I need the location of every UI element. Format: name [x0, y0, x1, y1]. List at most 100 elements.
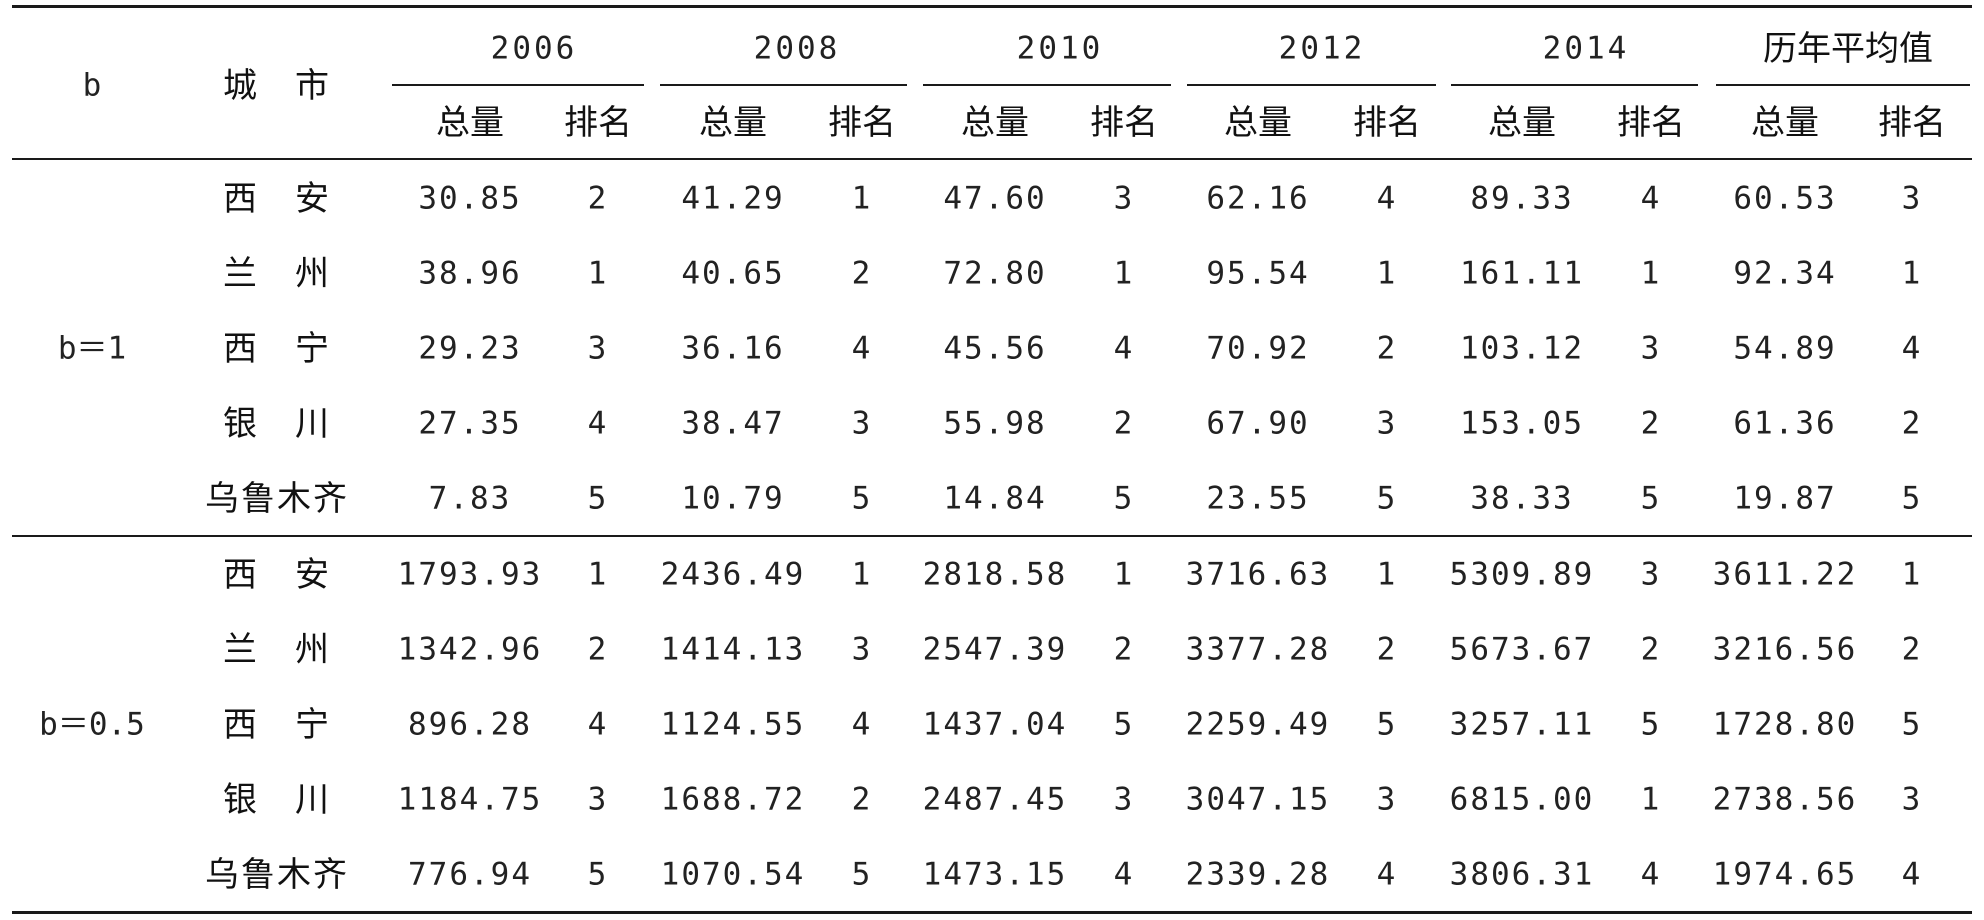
rank-cell: 4 — [1640, 856, 1662, 893]
total-cell: 61.36 — [1733, 405, 1837, 442]
rank-cell: 4 — [1113, 856, 1135, 893]
total-cell: 29.23 — [418, 330, 522, 367]
total-cell: 27.35 — [418, 405, 522, 442]
row-city: 西 安 — [223, 179, 331, 219]
total-cell: 3377.28 — [1185, 631, 1331, 668]
header-rank-label: 排名 — [1878, 103, 1946, 143]
total-cell: 1070.54 — [660, 856, 806, 893]
rank-cell: 4 — [587, 405, 609, 442]
header-rank-label: 排名 — [564, 103, 632, 143]
total-cell: 5673.67 — [1449, 631, 1595, 668]
row-city: 西 安 — [223, 555, 331, 595]
header-year: 2006 — [490, 30, 578, 67]
rank-cell: 1 — [1901, 255, 1923, 292]
rank-cell: 2 — [851, 255, 873, 292]
rank-cell: 5 — [851, 856, 873, 893]
rank-cell: 2 — [1376, 330, 1398, 367]
rank-cell: 1 — [851, 556, 873, 593]
total-cell: 70.92 — [1206, 330, 1310, 367]
total-cell: 10.79 — [681, 480, 785, 517]
row-city: 兰 州 — [223, 254, 331, 294]
total-cell: 38.96 — [418, 255, 522, 292]
rank-cell: 5 — [1376, 706, 1398, 743]
total-cell: 1184.75 — [397, 781, 543, 818]
total-cell: 60.53 — [1733, 180, 1837, 217]
total-cell: 45.56 — [943, 330, 1047, 367]
rank-cell: 2 — [1113, 631, 1135, 668]
table-rule — [923, 84, 1171, 86]
rank-cell: 1 — [1901, 556, 1923, 593]
rank-cell: 3 — [851, 405, 873, 442]
rank-cell: 1 — [587, 556, 609, 593]
header-total-label: 总量 — [1488, 103, 1556, 143]
header-rank-label: 排名 — [828, 103, 896, 143]
total-cell: 2547.39 — [922, 631, 1068, 668]
table-rule — [12, 535, 1972, 537]
total-cell: 55.98 — [943, 405, 1047, 442]
rank-cell: 1 — [1376, 255, 1398, 292]
table-rule — [12, 158, 1972, 160]
header-year: 2012 — [1278, 30, 1366, 67]
total-cell: 103.12 — [1460, 330, 1584, 367]
rank-cell: 1 — [587, 255, 609, 292]
rank-cell: 4 — [1376, 856, 1398, 893]
total-cell: 38.47 — [681, 405, 785, 442]
rank-cell: 5 — [1113, 706, 1135, 743]
header-year: 2014 — [1542, 30, 1630, 67]
total-cell: 3716.63 — [1185, 556, 1331, 593]
total-cell: 1728.80 — [1712, 706, 1858, 743]
rank-cell: 2 — [1113, 405, 1135, 442]
total-cell: 7.83 — [428, 480, 512, 517]
rank-cell: 2 — [587, 180, 609, 217]
rank-cell: 1 — [1640, 255, 1662, 292]
total-cell: 3216.56 — [1712, 631, 1858, 668]
total-cell: 2738.56 — [1712, 781, 1858, 818]
total-cell: 1124.55 — [660, 706, 806, 743]
rank-cell: 3 — [587, 781, 609, 818]
total-cell: 72.80 — [943, 255, 1047, 292]
total-cell: 92.34 — [1733, 255, 1837, 292]
row-city: 乌鲁木齐 — [205, 855, 349, 895]
total-cell: 2487.45 — [922, 781, 1068, 818]
header-total-label: 总量 — [699, 103, 767, 143]
total-cell: 2339.28 — [1185, 856, 1331, 893]
header-year: 历年平均值 — [1763, 29, 1933, 69]
header-total-label: 总量 — [436, 103, 504, 143]
total-cell: 2436.49 — [660, 556, 806, 593]
header-rank-label: 排名 — [1353, 103, 1421, 143]
table-rule — [12, 911, 1972, 914]
header-total-label: 总量 — [961, 103, 1029, 143]
total-cell: 95.54 — [1206, 255, 1310, 292]
rank-cell: 5 — [1901, 480, 1923, 517]
rank-cell: 5 — [1113, 480, 1135, 517]
total-cell: 3257.11 — [1449, 706, 1595, 743]
header-rank-label: 排名 — [1617, 103, 1685, 143]
rank-cell: 5 — [1640, 706, 1662, 743]
row-city: 银 川 — [223, 404, 331, 444]
row-city: 乌鲁木齐 — [205, 479, 349, 519]
total-cell: 38.33 — [1470, 480, 1574, 517]
total-cell: 896.28 — [408, 706, 532, 743]
table-rule — [1716, 84, 1970, 86]
total-cell: 1793.93 — [397, 556, 543, 593]
rank-cell: 5 — [1901, 706, 1923, 743]
rank-cell: 2 — [851, 781, 873, 818]
total-cell: 153.05 — [1460, 405, 1584, 442]
rank-cell: 5 — [587, 856, 609, 893]
header-total-label: 总量 — [1224, 103, 1292, 143]
rank-cell: 3 — [1113, 781, 1135, 818]
table-rule — [660, 84, 907, 86]
rank-cell: 3 — [1640, 330, 1662, 367]
total-cell: 2259.49 — [1185, 706, 1331, 743]
total-cell: 1688.72 — [660, 781, 806, 818]
rank-cell: 1 — [1113, 255, 1135, 292]
total-cell: 47.60 — [943, 180, 1047, 217]
row-city: 银 川 — [223, 780, 331, 820]
group-label: b＝1 — [57, 330, 127, 367]
total-cell: 2818.58 — [922, 556, 1068, 593]
rank-cell: 3 — [1640, 556, 1662, 593]
rank-cell: 4 — [851, 706, 873, 743]
rank-cell: 2 — [1640, 405, 1662, 442]
total-cell: 1473.15 — [922, 856, 1068, 893]
